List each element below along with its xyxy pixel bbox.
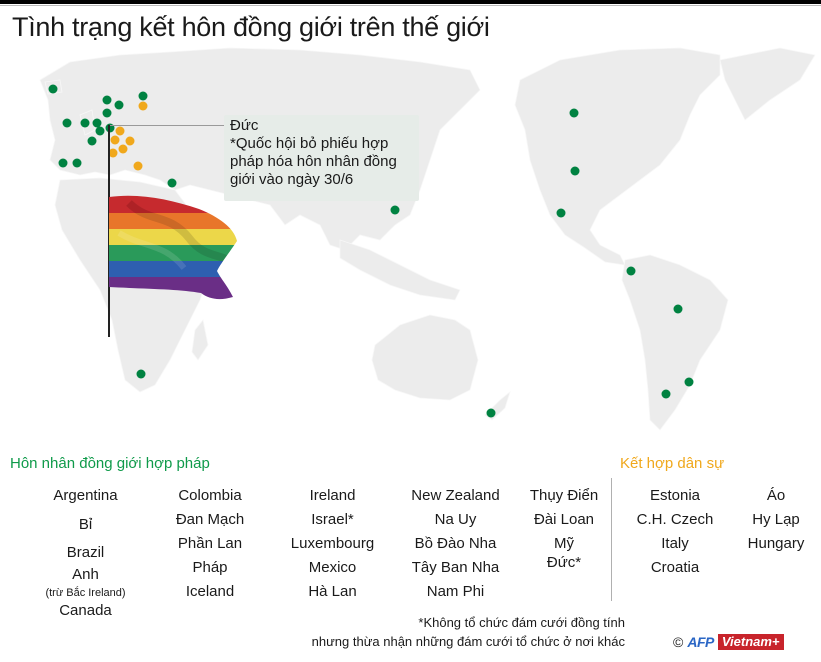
legal-marriage-marker xyxy=(167,178,177,188)
legal-marriage-marker xyxy=(556,208,566,218)
legal-column-3: Ireland Israel* Luxembourg Mexico Hà Lan xyxy=(280,484,385,604)
country-label: Brazil xyxy=(66,544,105,561)
civil-union-marker xyxy=(125,136,135,146)
rainbow-flag-icon xyxy=(109,193,239,310)
footnote: *Không tổ chức đám cưới đồng tính nhưng … xyxy=(255,613,625,651)
top-bar xyxy=(0,0,821,4)
callout-note: *Quốc hội bỏ phiếu hợp pháp hóa hôn nhân… xyxy=(230,135,397,188)
country-label: Israel* xyxy=(311,511,354,528)
country-label: Đài Loan xyxy=(533,511,595,528)
country-label: Croatia xyxy=(650,559,700,576)
legal-marriage-marker xyxy=(390,205,400,215)
country-label: Tây Ban Nha xyxy=(411,559,500,576)
country-label: Hy Lạp xyxy=(752,511,800,528)
country-label: Pháp xyxy=(192,559,228,576)
civil-union-marker xyxy=(138,101,148,111)
legal-marriage-marker xyxy=(626,266,636,276)
legal-marriage-marker xyxy=(102,108,112,118)
legal-marriage-marker xyxy=(80,118,90,128)
country-label: Ireland xyxy=(309,487,356,504)
page-title: Tình trạng kết hôn đồng giới trên thế gi… xyxy=(12,12,490,42)
legal-marriage-marker xyxy=(684,377,694,387)
country-label: Nam Phi xyxy=(426,583,485,600)
footnote-line-1: *Không tổ chức đám cưới đồng tính xyxy=(418,615,625,630)
legal-marriage-marker xyxy=(136,369,146,379)
copyright-icon: © xyxy=(673,634,684,650)
country-label: Estonia xyxy=(649,487,701,504)
civil-column-2: Áo Hy Lạp Hungary xyxy=(738,484,814,556)
legal-marriage-marker xyxy=(661,389,671,399)
civil-union-marker xyxy=(118,144,128,154)
country-label: C.H. Czech xyxy=(636,511,714,528)
civil-union-marker xyxy=(108,148,118,158)
country-label: Luxembourg xyxy=(290,535,375,552)
country-label: Anh xyxy=(72,566,99,583)
legal-marriage-marker xyxy=(87,136,97,146)
legal-marriage-marker xyxy=(114,100,124,110)
country-label: Mỹ xyxy=(554,535,574,552)
callout-leader-line xyxy=(109,125,225,126)
legal-marriage-marker xyxy=(72,158,82,168)
footnote-line-2: nhưng thừa nhận những đám cưới tổ chức ở… xyxy=(311,634,625,649)
legal-column-4: New Zealand Na Uy Bồ Đào Nha Tây Ban Nha… xyxy=(403,484,508,604)
country-label: Italy xyxy=(661,535,689,552)
legal-marriage-marker xyxy=(92,118,102,128)
civil-union-marker xyxy=(110,135,120,145)
civil-union-marker xyxy=(133,161,143,171)
country-label: Bỉ xyxy=(78,516,93,533)
source-credit: © AFP Vietnam+ xyxy=(673,634,784,650)
legal-column-2: Colombia Đan Mạch Phần Lan Pháp Iceland xyxy=(160,484,260,604)
country-label: Đức* xyxy=(546,554,582,571)
vietnamplus-logo: Vietnam+ xyxy=(717,634,784,650)
legal-marriage-marker xyxy=(95,126,105,136)
country-label: Bồ Đào Nha xyxy=(414,535,497,552)
callout-country: Đức xyxy=(230,117,259,134)
legal-marriage-marker xyxy=(570,166,580,176)
country-label: Phần Lan xyxy=(177,535,243,552)
country-label: Hà Lan xyxy=(308,583,357,600)
germany-callout: Đức *Quốc hội bỏ phiếu hợp pháp hóa hôn … xyxy=(224,115,419,201)
country-label: Na Uy xyxy=(434,511,477,528)
civil-union-marker xyxy=(115,126,125,136)
legal-column-5: Thụy Điển Đài Loan Mỹ Đức* xyxy=(520,484,608,572)
country-label: New Zealand xyxy=(411,487,500,504)
legend-divider xyxy=(611,478,612,601)
country-sublabel: (trừ Bắc Ireland) xyxy=(45,587,126,599)
legal-marriage-marker xyxy=(58,158,68,168)
country-label: Argentina xyxy=(53,487,118,504)
legal-column-1: Argentina Bỉ Brazil Anh (trừ Bắc Ireland… xyxy=(38,484,133,622)
country-label: Áo xyxy=(766,487,786,504)
legal-marriage-marker xyxy=(569,108,579,118)
legal-marriage-marker xyxy=(48,84,58,94)
country-label: Canada xyxy=(59,602,112,619)
legend-heading-civil: Kết hợp dân sự xyxy=(620,455,725,472)
legal-marriage-marker xyxy=(673,304,683,314)
country-label: Hungary xyxy=(747,535,805,552)
afp-logo: AFP xyxy=(687,634,714,650)
legal-marriage-marker xyxy=(62,118,72,128)
top-rule xyxy=(0,5,821,6)
country-label: Đan Mạch xyxy=(175,511,245,528)
legal-marriage-marker xyxy=(138,91,148,101)
legal-marriage-marker xyxy=(102,95,112,105)
legal-marriage-marker xyxy=(105,123,115,133)
legend-heading-legal: Hôn nhân đồng giới hợp pháp xyxy=(10,455,210,472)
country-label: Iceland xyxy=(185,583,235,600)
civil-column-1: Estonia C.H. Czech Italy Croatia xyxy=(625,484,725,580)
country-label: Thụy Điển xyxy=(529,487,599,504)
country-label: Colombia xyxy=(178,487,242,504)
country-label: Mexico xyxy=(308,559,357,576)
legal-marriage-marker xyxy=(486,408,496,418)
